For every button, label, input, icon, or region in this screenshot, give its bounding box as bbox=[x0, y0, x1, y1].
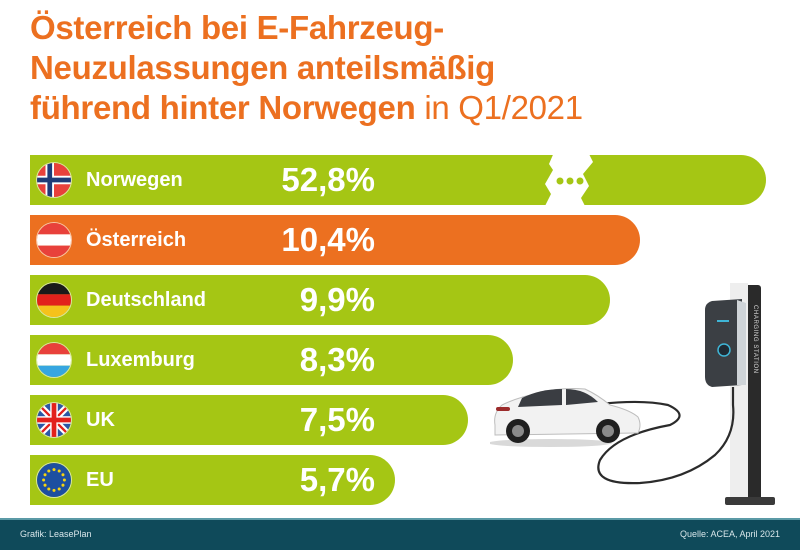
svg-text:CHARGING STATION: CHARGING STATION bbox=[752, 305, 758, 374]
value-label: 7,5% bbox=[299, 401, 375, 438]
country-label: Deutschland bbox=[86, 289, 207, 311]
bar-oesterreich: Österreich 10,4% bbox=[30, 215, 640, 265]
country-label: UK bbox=[86, 409, 115, 431]
bar-luxemburg: Luxemburg 8,3% bbox=[30, 335, 513, 385]
title-line-2: Neuzulassungen anteilsmäßig bbox=[30, 49, 496, 86]
bar-norwegen: Norwegen 52,8% bbox=[30, 155, 766, 205]
electric-car-icon bbox=[490, 388, 641, 447]
footer-source: Quelle: ACEA, April 2021 bbox=[679, 529, 780, 539]
footer: Grafik: LeasePlan Quelle: ACEA, April 20… bbox=[0, 518, 800, 550]
bar-uk: UK 7,5% bbox=[30, 395, 468, 445]
title-line-3: führend hinter Norwegen in Q1/2021 bbox=[30, 88, 770, 128]
footer-credit: Grafik: LeasePlan bbox=[20, 529, 92, 539]
value-label: 9,9% bbox=[299, 281, 375, 318]
value-label: 5,7% bbox=[299, 461, 375, 498]
country-label: Norwegen bbox=[86, 169, 183, 191]
value-label: 52,8% bbox=[281, 161, 375, 198]
country-label: EU bbox=[86, 469, 114, 491]
norway-flag-icon bbox=[36, 162, 72, 198]
ev-charging-illustration: CHARGING STATION bbox=[490, 283, 775, 505]
germany-flag-icon bbox=[36, 282, 72, 318]
title-line-3-light: in Q1/2021 bbox=[415, 89, 583, 126]
title-line-3-bold: führend hinter Norwegen bbox=[30, 89, 416, 126]
austria-flag-icon bbox=[36, 222, 72, 258]
charging-station-icon: CHARGING STATION bbox=[705, 283, 775, 505]
bar-break-ellipsis-icon bbox=[543, 150, 593, 210]
chart-title: Österreich bei E-Fahrzeug- Neuzulassunge… bbox=[30, 8, 770, 128]
luxembourg-flag-icon bbox=[36, 342, 72, 378]
country-label: Österreich bbox=[86, 229, 187, 251]
value-label: 10,4% bbox=[281, 221, 375, 258]
country-label: Luxemburg bbox=[86, 349, 195, 371]
bar-eu: EU 5,7% bbox=[30, 455, 395, 505]
title-line-1: Österreich bei E-Fahrzeug- bbox=[30, 9, 444, 46]
bar-deutschland: Deutschland 9,9% bbox=[30, 275, 610, 325]
eu-flag-icon bbox=[36, 462, 72, 498]
value-label: 8,3% bbox=[299, 341, 375, 378]
uk-flag-icon bbox=[36, 402, 72, 438]
